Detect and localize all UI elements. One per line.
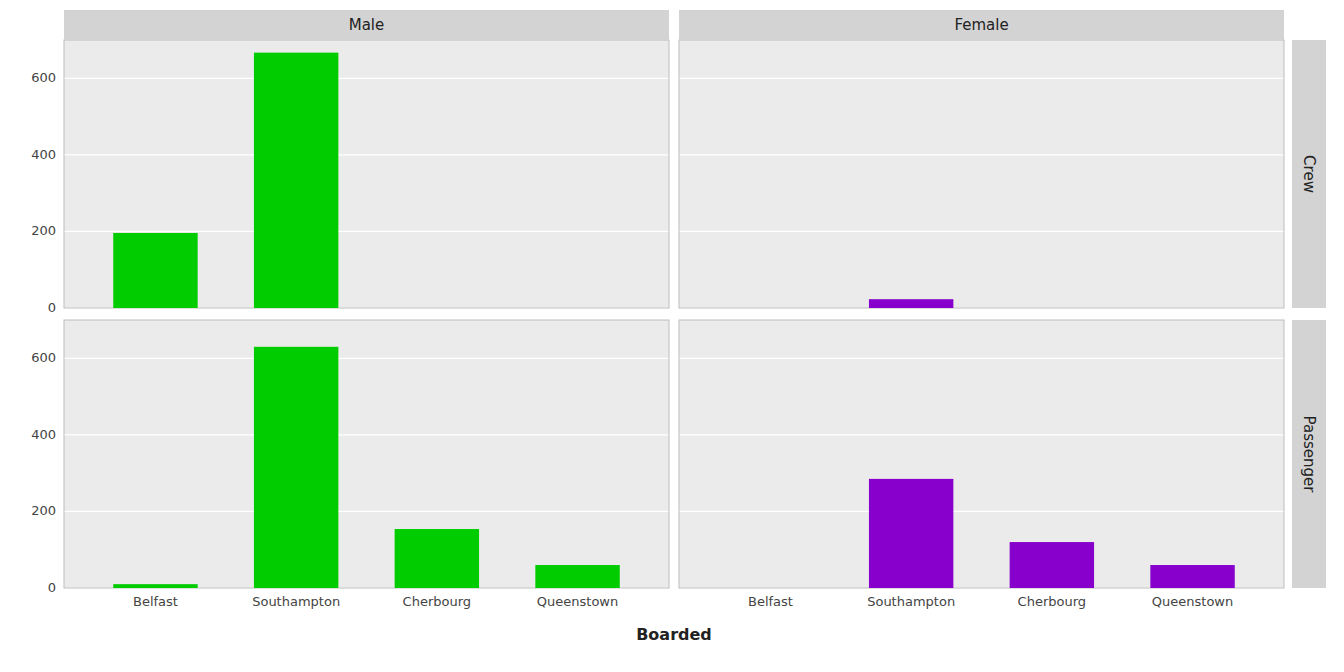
grid-line [64, 78, 669, 79]
x-axis-label: Boarded [636, 625, 712, 644]
panel-frame [64, 40, 669, 308]
bar [728, 308, 812, 309]
x-tick-label: Southampton [252, 594, 340, 609]
y-tick-label: 0 [48, 580, 56, 595]
strip [679, 10, 1284, 40]
grid-line [64, 154, 669, 155]
strip-label: Female [954, 16, 1008, 34]
grid-line [679, 78, 1284, 79]
x-tick-label: Belfast [133, 594, 178, 609]
grid-line [64, 511, 669, 512]
grid-line [679, 511, 1284, 512]
panel-frame [679, 40, 1284, 308]
bars [869, 299, 953, 308]
bar [395, 529, 479, 588]
chart: 0 200 400 600 Male Female Crew 0 200 400 600 Belfas… [0, 0, 1344, 672]
bar [535, 565, 619, 588]
y-tick-label: 600 [31, 70, 56, 85]
bar [1010, 542, 1094, 588]
panel-background [64, 320, 669, 588]
bar [1150, 308, 1234, 309]
panel-background [679, 40, 1284, 308]
grid-line [679, 154, 1284, 155]
bar [1150, 565, 1234, 588]
y-tick-label: 200 [31, 503, 56, 518]
x-tick-label: Cherbourg [403, 594, 471, 609]
x-tick-label: Belfast [748, 594, 793, 609]
panel: 0 200 400 600 Belfast Southampton Cherbourg Que… [31, 320, 712, 644]
strip [1292, 40, 1326, 308]
strip-label: Crew [1300, 155, 1318, 193]
bar [395, 308, 479, 309]
grid-line [64, 231, 669, 232]
grid-line [679, 434, 1284, 435]
panel-frame [679, 320, 1284, 588]
bar [535, 308, 619, 309]
bar [728, 588, 812, 589]
y-tick-label: 400 [31, 427, 56, 442]
x-tick-label: Queenstown [537, 594, 618, 609]
grid-line [679, 358, 1284, 359]
bar [113, 233, 197, 308]
bar [869, 299, 953, 308]
page: {"chart_data": [ {"type": "bar", "title"… [0, 0, 1344, 672]
strip-label: Male [349, 16, 385, 34]
y-tick-label: 600 [31, 350, 56, 365]
grid-line [64, 434, 669, 435]
panel-background [64, 40, 669, 308]
bar [1010, 308, 1094, 309]
panel: 0 200 400 600 Male [31, 10, 669, 315]
grid-line [64, 358, 669, 359]
strip [64, 10, 669, 40]
bars [113, 347, 620, 588]
y-tick-label: 400 [31, 147, 56, 162]
panel-background [679, 320, 1284, 588]
y-tick-label: 0 [48, 300, 56, 315]
panel: Belfast Southampton Cherbourg Queenstown Pas… [679, 320, 1326, 609]
panel-frame [64, 320, 669, 588]
x-tick-label: Cherbourg [1018, 594, 1086, 609]
x-tick-label: Southampton [867, 594, 955, 609]
strip-label: Passenger [1300, 416, 1318, 494]
strip [1292, 320, 1326, 588]
grid-line [679, 231, 1284, 232]
x-tick-label: Queenstown [1152, 594, 1233, 609]
bar [869, 479, 953, 588]
bars [869, 479, 1235, 588]
y-tick-label: 200 [31, 223, 56, 238]
bar [254, 53, 338, 308]
bars [113, 53, 338, 308]
bar [113, 584, 197, 588]
bar [254, 347, 338, 588]
panel: Female Crew [679, 10, 1326, 308]
